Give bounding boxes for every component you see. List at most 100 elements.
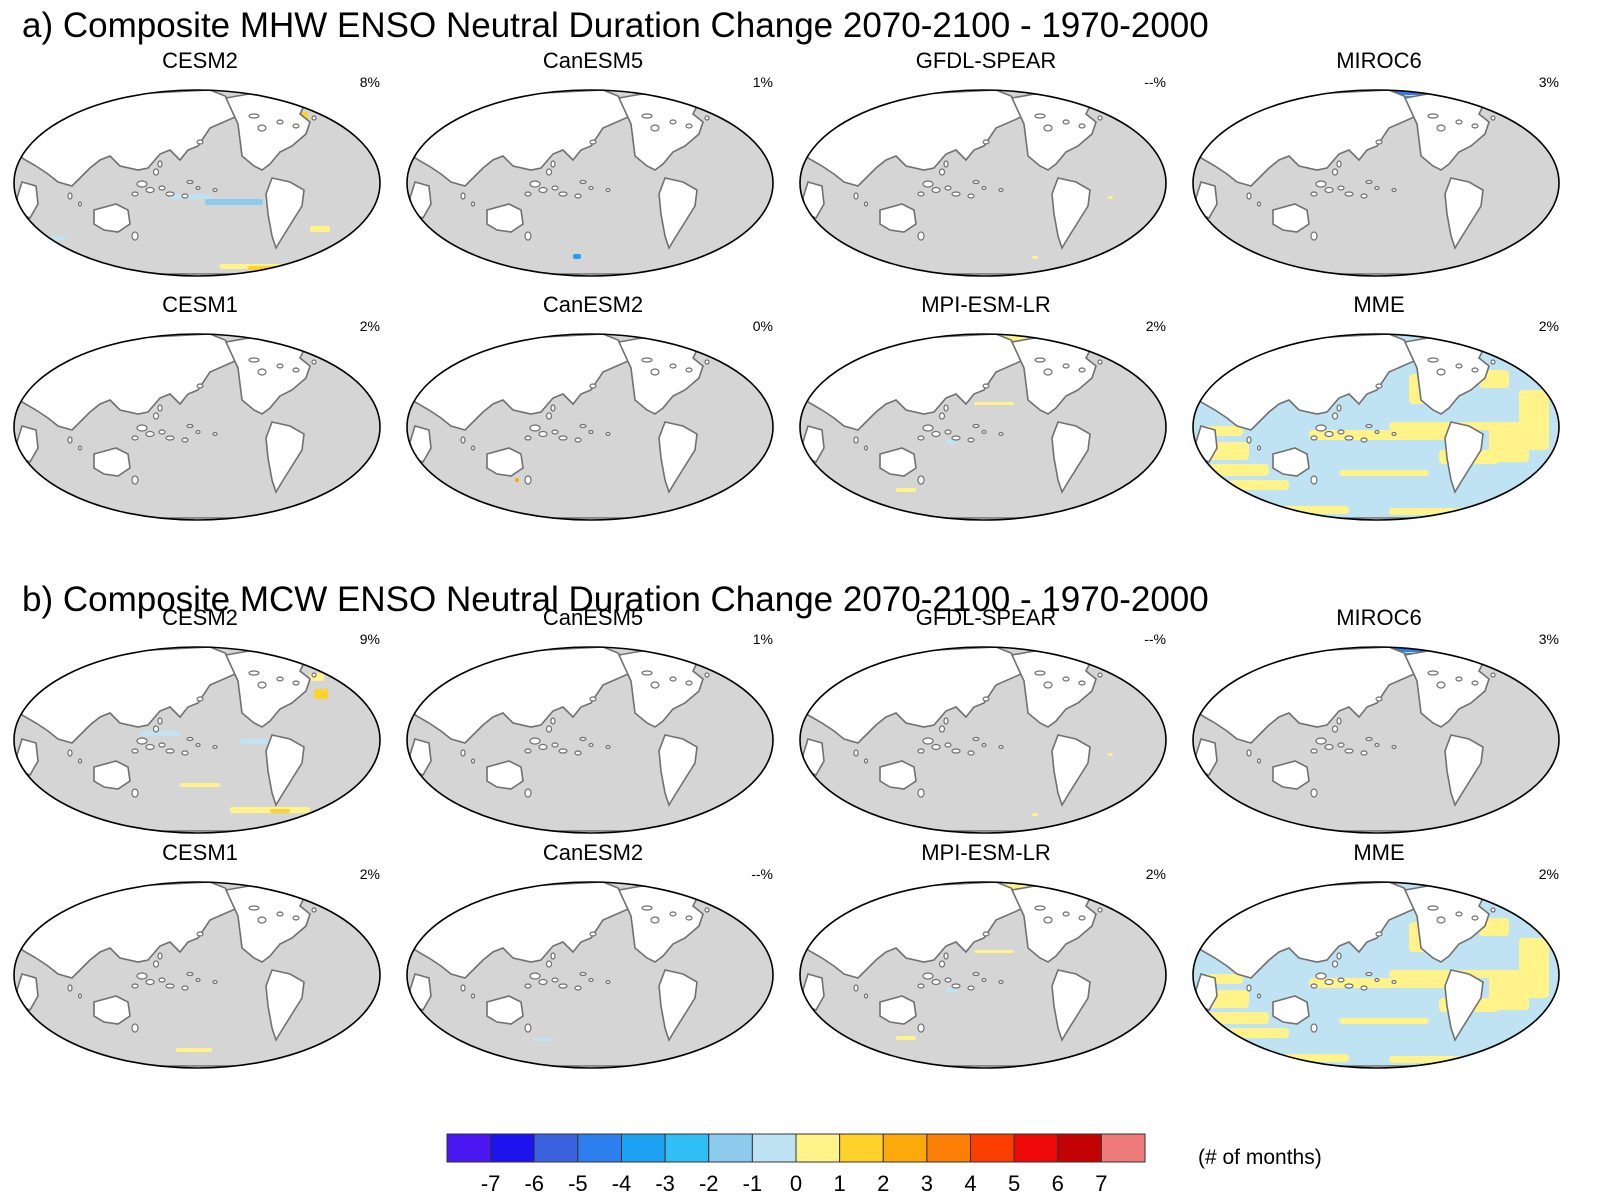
island: [669, 911, 677, 917]
map-boundary: [1192, 89, 1560, 277]
robinson-map: [1192, 881, 1560, 1069]
island: [1310, 475, 1318, 485]
land-greenland: [1487, 91, 1531, 113]
island: [551, 429, 559, 435]
island: [574, 193, 582, 199]
island: [605, 187, 611, 193]
panel-model-name: CESM1: [162, 840, 238, 865]
island: [685, 123, 693, 129]
island: [131, 475, 139, 485]
island: [248, 670, 260, 676]
colorbar-swatch: [708, 1133, 753, 1163]
island: [650, 124, 660, 132]
island: [1360, 193, 1368, 199]
island: [136, 972, 148, 980]
panel-percentage: 2%: [1145, 866, 1166, 882]
colorbar: -7 -6 -5 -4 -3 -2 -1 0 1 2 3 4 5 6 7: [446, 1133, 1146, 1196]
anomaly-patch: [533, 1038, 553, 1041]
island: [212, 187, 218, 193]
land-greenland: [308, 883, 352, 905]
land-antarctica: [1193, 273, 1559, 276]
island: [524, 788, 532, 798]
map-boundary: [799, 646, 1167, 834]
panel-model-name: CanESM5: [542, 605, 644, 630]
island: [558, 748, 568, 754]
land-antarctica: [14, 517, 380, 520]
island: [931, 978, 941, 986]
island: [1336, 717, 1342, 725]
island: [1078, 367, 1086, 373]
colorbar-tick-label: -2: [699, 1171, 719, 1196]
island: [1034, 905, 1046, 911]
map-panel: CESM1 2%: [10, 292, 390, 542]
anomaly-patch: [1032, 256, 1038, 259]
anomaly-patch: [180, 783, 220, 787]
panel-percentage: 2%: [359, 866, 380, 882]
island: [1427, 670, 1439, 676]
island: [1034, 357, 1046, 363]
land-samerica: [658, 177, 698, 250]
anomaly-patch: [896, 488, 916, 492]
island: [1336, 952, 1342, 960]
island: [524, 748, 532, 754]
land-antarctica: [407, 273, 773, 276]
island: [292, 680, 300, 686]
island: [944, 429, 952, 435]
land-samerica: [265, 421, 305, 494]
island: [545, 168, 553, 176]
island: [641, 670, 653, 676]
island: [77, 445, 83, 451]
anomaly-patch: [1108, 196, 1113, 199]
land-australia: [93, 995, 131, 1025]
island: [311, 907, 317, 913]
island: [152, 412, 160, 420]
land-australia: [1272, 203, 1310, 233]
land-australia: [93, 447, 131, 477]
island: [1315, 180, 1327, 188]
robinson-map: [13, 646, 381, 834]
robinson-map: [406, 89, 774, 277]
robinson-map: [1192, 333, 1560, 521]
land-antarctica: [800, 273, 1166, 276]
land-antarctica: [800, 517, 1166, 520]
panel-percentage: 3%: [1538, 74, 1559, 90]
robinson-map: [13, 89, 381, 277]
panel-model-name: CanESM5: [542, 48, 644, 73]
island: [967, 750, 975, 756]
land-australia: [879, 203, 917, 233]
island: [529, 424, 541, 432]
island: [938, 412, 946, 420]
island: [1078, 123, 1086, 129]
island: [165, 983, 175, 989]
island: [1344, 435, 1354, 441]
island: [1344, 191, 1354, 197]
panel-percentage: 1%: [752, 74, 773, 90]
island: [972, 971, 980, 977]
island: [181, 985, 189, 991]
island: [1043, 368, 1053, 376]
robinson-map: [799, 881, 1167, 1069]
land-antarctica: [800, 830, 1166, 833]
island: [1365, 736, 1373, 742]
panel-model-name: CanESM2: [542, 840, 644, 865]
island: [1427, 905, 1439, 911]
island: [195, 742, 201, 748]
island: [650, 368, 660, 376]
colorbar-swatch: [446, 1133, 492, 1163]
island: [1360, 750, 1368, 756]
island: [1471, 123, 1479, 129]
island: [917, 748, 925, 754]
island: [551, 977, 559, 983]
map-boundary: [406, 881, 774, 1069]
island: [1256, 201, 1262, 207]
island: [67, 749, 73, 757]
map-boundary: [1192, 333, 1560, 521]
anomaly-patch: [974, 402, 1014, 405]
anomaly-patch: [896, 1036, 916, 1040]
island: [641, 113, 653, 119]
island: [158, 429, 166, 435]
island: [579, 971, 587, 977]
island: [1324, 186, 1334, 194]
robinson-map: [13, 881, 381, 1069]
island: [460, 192, 466, 200]
